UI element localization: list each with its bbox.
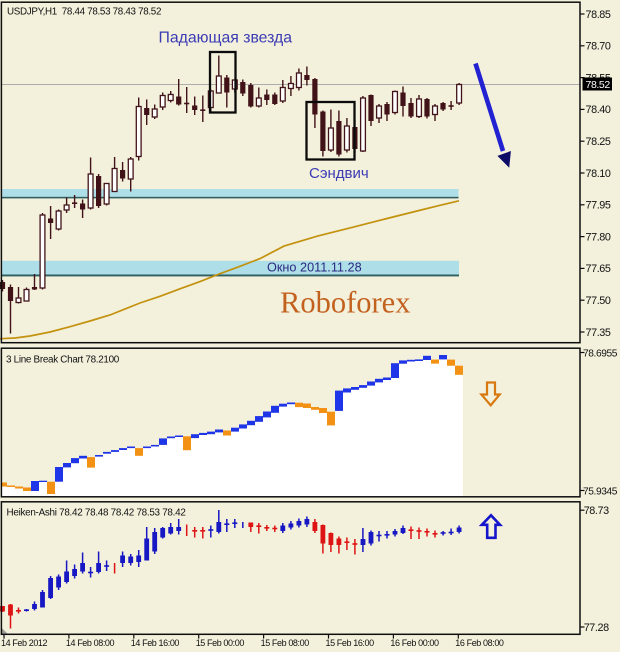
svg-text:75.9345: 75.9345 (583, 486, 618, 497)
svg-text:Падающая звезда: Падающая звезда (159, 30, 293, 47)
svg-text:78.25: 78.25 (586, 136, 611, 148)
svg-text:77.35: 77.35 (586, 327, 611, 339)
svg-text:14 Feb 16:00: 14 Feb 16:00 (131, 638, 180, 648)
svg-text:Roboforex: Roboforex (280, 286, 410, 320)
svg-text:Окно 2011.11.28: Окно 2011.11.28 (267, 261, 362, 275)
svg-text:77.28: 77.28 (584, 622, 609, 634)
svg-text:78.70: 78.70 (586, 41, 611, 53)
svg-text:78.10: 78.10 (586, 168, 611, 180)
svg-text:16 Feb 08:00: 16 Feb 08:00 (455, 638, 504, 648)
svg-text:Heiken-Ashi 78.42 78.48 78.42: Heiken-Ashi 78.42 78.48 78.42 78.53 78.4… (7, 508, 186, 519)
svg-text:14 Feb 2012: 14 Feb 2012 (1, 638, 48, 648)
svg-text:15 Feb 16:00: 15 Feb 16:00 (326, 638, 375, 648)
svg-text:15 Feb 08:00: 15 Feb 08:00 (261, 638, 310, 648)
svg-text:16 Feb 00:00: 16 Feb 00:00 (390, 638, 439, 648)
svg-text:77.50: 77.50 (586, 295, 611, 307)
svg-text:14 Feb 08:00: 14 Feb 08:00 (66, 638, 115, 648)
svg-text:77.80: 77.80 (586, 231, 611, 243)
svg-text:USDJPY,H1 78.44 78.53 78.43 7: USDJPY,H1 78.44 78.53 78.43 78.52 (7, 6, 161, 17)
svg-text:3 Line Break Chart 78.2100: 3 Line Break Chart 78.2100 (6, 354, 120, 365)
svg-text:78.6955: 78.6955 (583, 348, 618, 359)
svg-text:77.95: 77.95 (586, 200, 611, 212)
svg-text:15 Feb 00:00: 15 Feb 00:00 (196, 638, 245, 648)
svg-text:78.73: 78.73 (584, 505, 609, 517)
svg-text:Сэндвич: Сэндвич (309, 165, 369, 182)
svg-text:78.52: 78.52 (586, 79, 611, 91)
svg-text:77.65: 77.65 (586, 263, 611, 275)
svg-text:78.85: 78.85 (586, 9, 611, 21)
svg-text:78.40: 78.40 (586, 104, 611, 116)
